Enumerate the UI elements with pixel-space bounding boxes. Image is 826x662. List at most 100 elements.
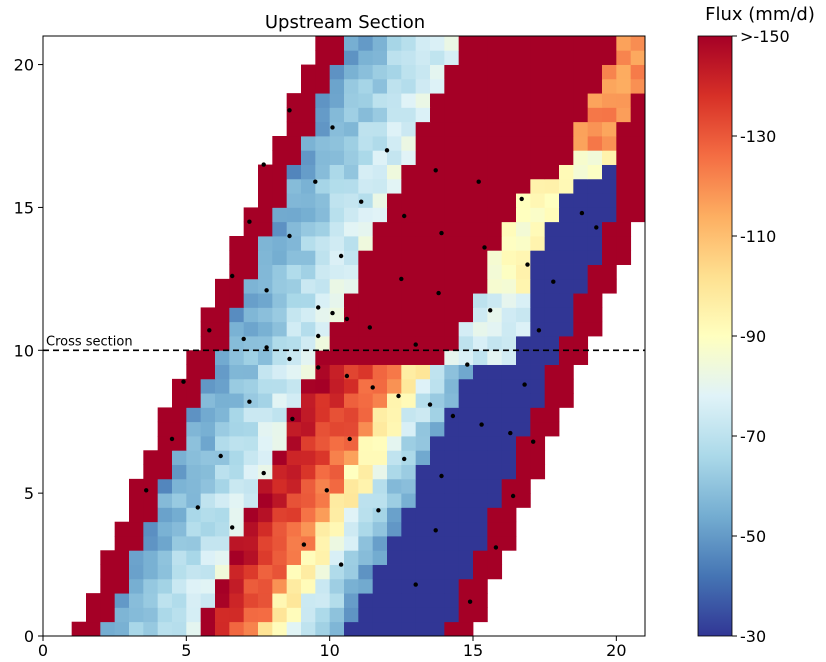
heatmap-cell — [172, 478, 187, 494]
heatmap-cell — [430, 64, 445, 80]
heatmap-cell — [458, 436, 474, 451]
data-point — [287, 233, 292, 239]
heatmap-cell — [544, 221, 560, 237]
heatmap-cell — [487, 250, 503, 265]
colorbar-tick-label: -30 — [740, 627, 766, 646]
heatmap-cell — [602, 107, 617, 123]
heatmap-cell — [516, 493, 531, 508]
heatmap-cell — [258, 478, 273, 494]
heatmap-cell — [616, 207, 632, 223]
heatmap-cell — [473, 450, 488, 465]
heatmap-cell — [415, 364, 431, 380]
heatmap-cell — [587, 136, 603, 151]
heatmap-cell — [516, 307, 531, 323]
heatmap-cell — [401, 78, 417, 94]
heatmap-cell — [329, 621, 345, 637]
heatmap-cell — [200, 493, 216, 508]
heatmap-cell — [401, 478, 417, 494]
data-point — [488, 308, 493, 313]
heatmap-cell — [430, 178, 445, 194]
heatmap-cell — [387, 521, 402, 537]
heatmap-cell — [501, 164, 517, 180]
heatmap-cell — [487, 336, 503, 351]
heatmap-cell — [544, 150, 560, 165]
heatmap-cell — [301, 78, 316, 94]
heatmap-cell — [602, 178, 617, 194]
heatmap-cell — [473, 150, 488, 165]
heatmap-cell — [458, 507, 474, 523]
heatmap-cell — [444, 193, 460, 208]
heatmap-cell — [229, 493, 245, 508]
heatmap-cell — [444, 307, 460, 323]
heatmap-cell — [372, 536, 388, 551]
heatmap-cell — [473, 521, 488, 537]
heatmap-cell — [473, 207, 488, 223]
heatmap-cell — [516, 293, 531, 308]
heatmap-cell — [229, 236, 245, 251]
heatmap-cell — [301, 550, 316, 565]
heatmap-cell — [458, 164, 474, 180]
heatmap-cell — [329, 536, 345, 551]
heatmap-cell — [301, 336, 316, 351]
heatmap-cell — [301, 578, 316, 594]
heatmap-cell — [530, 164, 546, 180]
heatmap-cell — [444, 478, 460, 494]
heatmap-cell — [329, 107, 345, 123]
heatmap-cell — [401, 393, 417, 408]
heatmap-cell — [487, 478, 503, 494]
heatmap-cell — [315, 278, 331, 294]
heatmap-cell — [315, 107, 331, 123]
x-tick-label: 15 — [463, 641, 483, 658]
heatmap-cell — [258, 307, 273, 323]
heatmap-cell — [186, 450, 202, 465]
heatmap-cell — [172, 407, 187, 423]
heatmap-cell — [272, 207, 288, 223]
heatmap-cell — [358, 264, 374, 280]
heatmap-cell — [344, 536, 359, 551]
heatmap-cell — [272, 521, 288, 537]
heatmap-cell — [516, 50, 531, 65]
heatmap-cell — [372, 307, 388, 323]
heatmap-cell — [415, 507, 431, 523]
heatmap-cell — [344, 421, 359, 437]
heatmap-cell — [358, 450, 374, 465]
heatmap-cell — [573, 278, 589, 294]
heatmap-cell — [243, 464, 259, 480]
heatmap-cell — [458, 550, 474, 565]
heatmap-cell — [301, 421, 316, 437]
data-point — [433, 168, 438, 173]
heatmap-cell — [215, 436, 230, 451]
heatmap-cell — [243, 364, 259, 380]
heatmap-cell — [200, 407, 216, 423]
heatmap-cell — [516, 278, 531, 294]
heatmap-cell — [372, 550, 388, 565]
heatmap-cell — [301, 478, 316, 494]
data-point — [287, 108, 292, 113]
heatmap-cell — [157, 421, 173, 437]
heatmap-cell — [587, 78, 603, 94]
heatmap-cell — [430, 50, 445, 65]
heatmap-cell — [487, 350, 503, 365]
heatmap-cell — [487, 64, 503, 80]
heatmap-cell — [344, 507, 359, 523]
heatmap-cell — [286, 164, 302, 180]
heatmap-cell — [229, 464, 245, 480]
heatmap-cell — [458, 150, 474, 165]
heatmap-cell — [430, 36, 445, 51]
heatmap-cell — [587, 93, 603, 108]
heatmap-cell — [387, 607, 402, 623]
heatmap-cell — [559, 336, 574, 351]
heatmap-cell — [329, 464, 345, 480]
heatmap-cell — [430, 264, 445, 280]
heatmap-cell — [544, 78, 560, 94]
heatmap-cell — [444, 421, 460, 437]
heatmap-cell — [401, 493, 417, 508]
heatmap-cell — [573, 36, 589, 51]
data-point — [402, 456, 407, 462]
heatmap-cell — [544, 350, 560, 365]
heatmap-cell — [372, 50, 388, 65]
heatmap-cell — [372, 178, 388, 194]
heatmap-cell — [315, 193, 331, 208]
heatmap-cell — [329, 607, 345, 623]
heatmap-cell — [573, 250, 589, 265]
